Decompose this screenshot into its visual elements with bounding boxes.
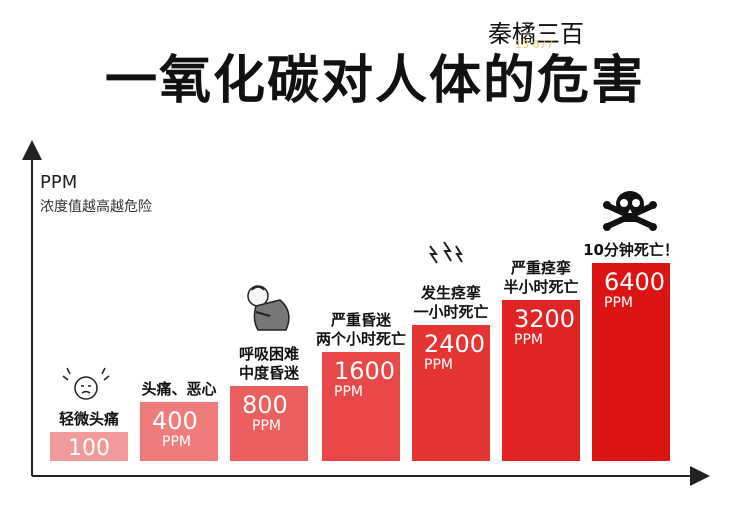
bar-unit-label: PPM xyxy=(334,384,363,400)
bar-3200 xyxy=(502,300,580,461)
page-title: 一氧化碳对人体的危害 xyxy=(104,50,645,111)
headache-face-icon xyxy=(62,367,110,400)
bar-6400 xyxy=(592,263,670,461)
bar-value-label: 100 xyxy=(68,436,110,461)
effect-label: 一小时死亡 xyxy=(413,303,488,321)
bar-2400 xyxy=(412,325,490,461)
effect-label: 头痛、恶心 xyxy=(141,380,216,398)
bar-unit-label: PPM xyxy=(514,332,543,348)
bar-800 xyxy=(230,386,308,461)
effect-label: 轻微头痛 xyxy=(59,410,119,428)
bar-value-label: 2400 xyxy=(424,330,485,358)
bar-value-label: 3200 xyxy=(514,305,575,333)
effect-label: 发生痉挛 xyxy=(420,284,481,302)
skull-crossbones-icon xyxy=(603,191,657,231)
y-axis-label: PPM xyxy=(40,172,77,193)
bar-100 xyxy=(50,432,128,461)
bar-value-label: 1600 xyxy=(334,357,395,385)
bar-unit-label: PPM xyxy=(252,418,281,434)
bar-1600 xyxy=(322,352,400,461)
y-axis-note: 浓度值越高越危险 xyxy=(40,198,152,215)
bar-unit-label: PPM xyxy=(162,434,191,450)
author-signature: 秦橘三百 xyxy=(488,20,584,48)
bar-value-label: 400 xyxy=(152,407,198,435)
lightning-icon xyxy=(429,241,463,264)
effect-label: 中度昏迷 xyxy=(239,364,300,382)
effect-label: 严重痉挛 xyxy=(510,259,571,277)
bar-value-label: 800 xyxy=(242,391,288,419)
bar-unit-label: PPM xyxy=(424,357,453,373)
watermark-text: 13 677 xyxy=(515,38,554,51)
effect-label: 10分钟死亡！ xyxy=(583,241,679,259)
bar-value-label: 6400 xyxy=(604,268,665,296)
effect-label: 严重昏迷 xyxy=(330,311,392,329)
choking-person-icon xyxy=(247,285,290,331)
bar-unit-label: PPM xyxy=(604,295,633,311)
effect-label: 两个小时死亡 xyxy=(316,330,406,348)
effect-label: 半小时死亡 xyxy=(503,278,578,296)
effect-label: 呼吸困难 xyxy=(239,345,299,363)
bar-400 xyxy=(140,402,218,461)
